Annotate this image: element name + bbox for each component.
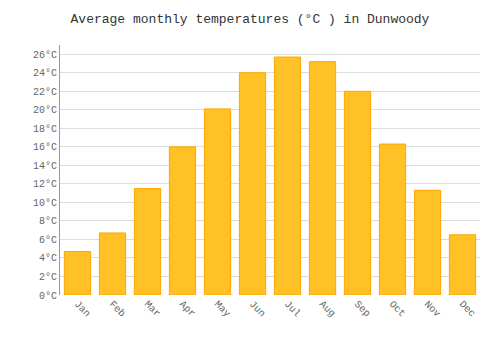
svg-text:10°C: 10°C xyxy=(33,198,57,209)
svg-text:20°C: 20°C xyxy=(33,105,57,116)
svg-text:8°C: 8°C xyxy=(39,216,57,227)
svg-text:Dec: Dec xyxy=(457,299,478,320)
svg-text:14°C: 14°C xyxy=(33,161,57,172)
svg-text:12°C: 12°C xyxy=(33,179,57,190)
svg-text:Jun: Jun xyxy=(247,299,268,320)
svg-text:Nov: Nov xyxy=(422,299,443,320)
svg-text:4°C: 4°C xyxy=(39,253,57,264)
svg-text:Average monthly temperatures (: Average monthly temperatures (°C ) in Du… xyxy=(71,12,430,27)
svg-text:18°C: 18°C xyxy=(33,124,57,135)
svg-text:May: May xyxy=(212,299,233,320)
svg-text:Jan: Jan xyxy=(72,299,93,320)
svg-text:Feb: Feb xyxy=(107,299,128,320)
svg-text:26°C: 26°C xyxy=(33,50,57,61)
svg-text:2°C: 2°C xyxy=(39,272,57,283)
svg-text:Sep: Sep xyxy=(352,299,373,320)
svg-text:Oct: Oct xyxy=(387,299,408,320)
svg-text:Mar: Mar xyxy=(142,299,163,320)
svg-text:16°C: 16°C xyxy=(33,142,57,153)
svg-text:6°C: 6°C xyxy=(39,235,57,246)
svg-text:Aug: Aug xyxy=(317,299,338,320)
svg-text:22°C: 22°C xyxy=(33,87,57,98)
svg-text:Apr: Apr xyxy=(177,299,198,320)
svg-text:24°C: 24°C xyxy=(33,68,57,79)
svg-text:0°C: 0°C xyxy=(39,291,57,302)
svg-text:Jul: Jul xyxy=(282,299,303,320)
